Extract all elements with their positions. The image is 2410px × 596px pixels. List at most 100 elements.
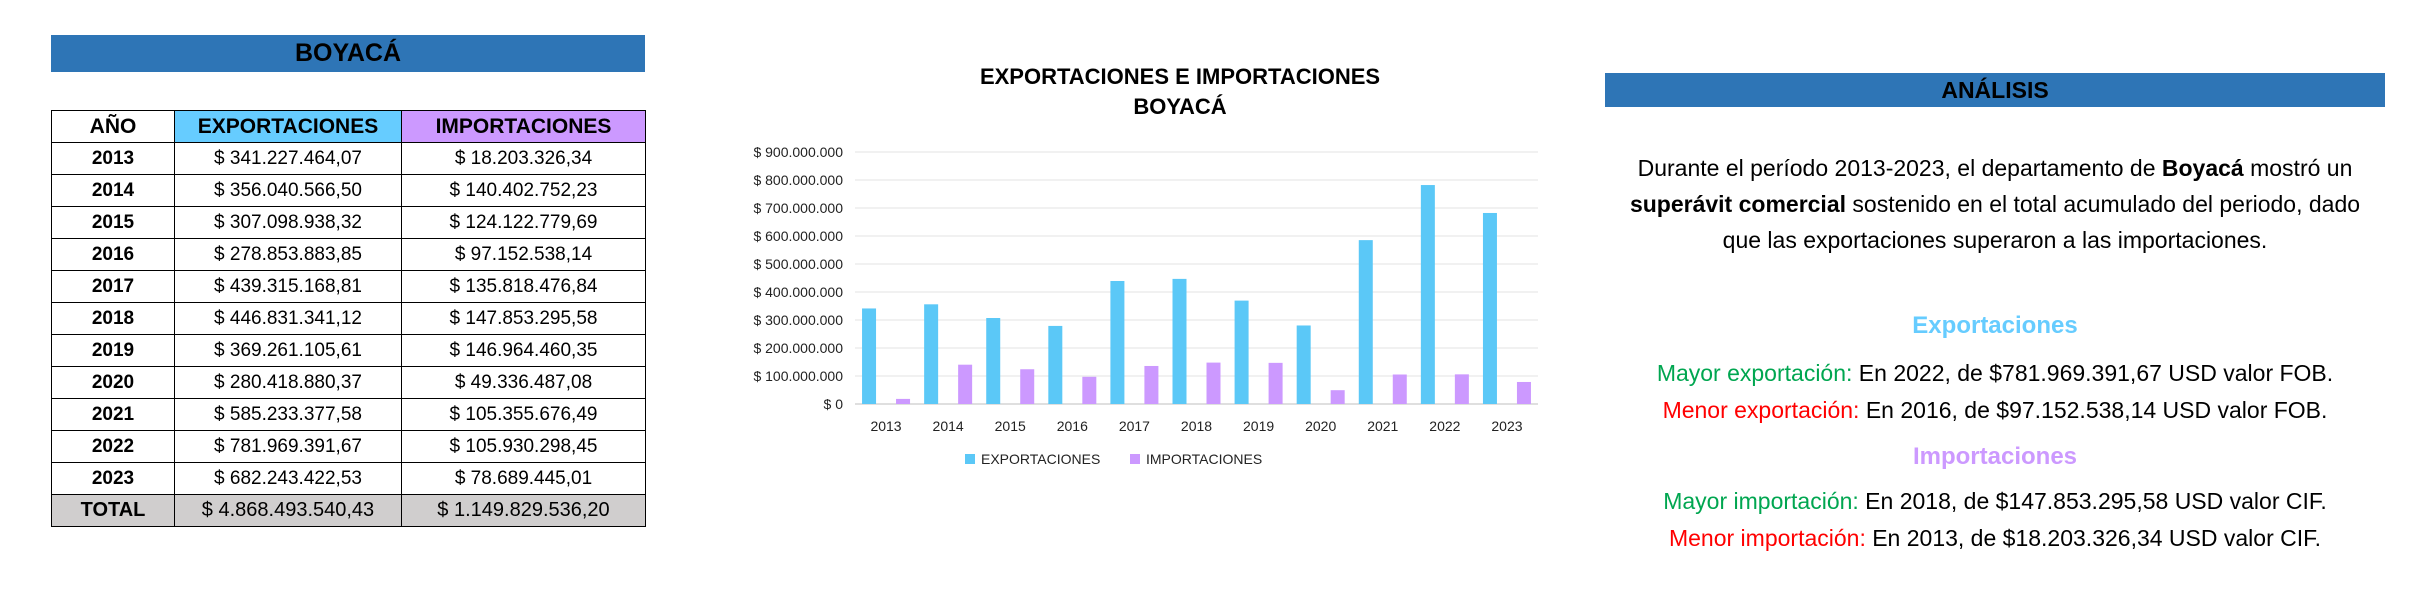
import-bar-2015 xyxy=(1020,369,1035,404)
total-row: TOTAL $ 4.868.493.540,43 $ 1.149.829.536,2… xyxy=(51,494,646,527)
department-banner: BOYACÁ xyxy=(51,35,645,72)
row-exports: $ 446.831.341,12 xyxy=(174,302,402,335)
x-tick-label: 2022 xyxy=(1429,418,1460,434)
row-imports: $ 97.152.538,14 xyxy=(401,238,646,271)
export-bar-2013 xyxy=(862,308,877,404)
export-bar-2020 xyxy=(1296,325,1311,404)
export-bar-2017 xyxy=(1110,280,1125,404)
row-imports: $ 105.930.298,45 xyxy=(401,430,646,463)
row-year: 2023 xyxy=(51,462,175,495)
import-bar-2020 xyxy=(1330,390,1345,404)
x-tick-label: 2021 xyxy=(1367,418,1398,434)
row-exports: $ 682.243.422,53 xyxy=(174,462,402,495)
row-imports: $ 147.853.295,58 xyxy=(401,302,646,335)
import-bar-2021 xyxy=(1392,374,1407,404)
y-tick-label: $ 100.000.000 xyxy=(753,368,843,384)
row-year: 2014 xyxy=(51,174,175,207)
row-exports: $ 369.261.105,61 xyxy=(174,334,402,367)
analysis-text-3: sostenido en el total acumulado del peri… xyxy=(1846,191,2361,217)
legend-label-importaciones: IMPORTACIONES xyxy=(1146,451,1262,467)
max-export-text: En 2022, de $781.969.391,67 USD valor FO… xyxy=(1852,360,2334,386)
y-tick-label: $ 200.000.000 xyxy=(753,340,843,356)
table-header-row: AÑO EXPORTACIONES IMPORTACIONES xyxy=(51,110,646,143)
row-imports: $ 18.203.326,34 xyxy=(401,142,646,175)
y-tick-label: $ 800.000.000 xyxy=(753,172,843,188)
table-row: 2014 $ 356.040.566,50 $ 140.402.752,23 xyxy=(51,174,646,207)
analysis-text-2: mostró un xyxy=(2243,155,2353,181)
total-exports: $ 4.868.493.540,43 xyxy=(174,494,402,527)
min-export-label: Menor exportación: xyxy=(1662,397,1860,423)
analysis-surplus: superávit comercial xyxy=(1629,191,1847,217)
trade-chart: EXPORTACIONES E IMPORTACIONES BOYACÁ $ 0… xyxy=(670,52,1570,562)
export-bar-2019 xyxy=(1234,300,1249,404)
analysis-department: Boyacá xyxy=(2161,155,2244,181)
table-row: 2018 $ 446.831.341,12 $ 147.853.295,58 xyxy=(51,302,646,335)
total-imports: $ 1.149.829.536,20 xyxy=(401,494,646,527)
table-row: 2013 $ 341.227.464,07 $ 18.203.326,34 xyxy=(51,142,646,175)
import-bar-2013 xyxy=(896,398,911,404)
row-imports: $ 105.355.676,49 xyxy=(401,398,646,431)
row-exports: $ 356.040.566,50 xyxy=(174,174,402,207)
x-tick-label: 2013 xyxy=(870,418,901,434)
header-exports: EXPORTACIONES xyxy=(174,110,402,143)
table-row: 2023 $ 682.243.422,53 $ 78.689.445,01 xyxy=(51,462,646,495)
y-tick-label: $ 0 xyxy=(824,396,844,412)
import-bar-2016 xyxy=(1082,376,1097,404)
export-bar-2016 xyxy=(1048,325,1063,404)
row-exports: $ 278.853.883,85 xyxy=(174,238,402,271)
row-year: 2013 xyxy=(51,142,175,175)
analysis-line-2: superávit comercial sostenido en el tota… xyxy=(1605,186,2385,222)
row-imports: $ 135.818.476,84 xyxy=(401,270,646,303)
x-tick-label: 2020 xyxy=(1305,418,1336,434)
row-year: 2015 xyxy=(51,206,175,239)
y-tick-label: $ 700.000.000 xyxy=(753,200,843,216)
row-imports: $ 124.122.779,69 xyxy=(401,206,646,239)
header-imports: IMPORTACIONES xyxy=(401,110,646,143)
analysis-line-1: Durante el período 2013-2023, el departa… xyxy=(1605,150,2385,186)
export-bar-2014 xyxy=(924,304,939,404)
row-year: 2016 xyxy=(51,238,175,271)
max-import-text: En 2018, de $147.853.295,58 USD valor CI… xyxy=(1858,488,2327,514)
imports-heading: Importaciones xyxy=(1912,443,2078,470)
x-tick-label: 2018 xyxy=(1181,418,1212,434)
row-exports: $ 781.969.391,67 xyxy=(174,430,402,463)
export-bar-2021 xyxy=(1358,240,1373,404)
max-export-label: Mayor exportación: xyxy=(1656,360,1853,386)
table-row: 2022 $ 781.969.391,67 $ 105.930.298,45 xyxy=(51,430,646,463)
legend-label-exportaciones: EXPORTACIONES xyxy=(981,451,1100,467)
row-exports: $ 341.227.464,07 xyxy=(174,142,402,175)
row-imports: $ 78.689.445,01 xyxy=(401,462,646,495)
row-year: 2019 xyxy=(51,334,175,367)
row-exports: $ 307.098.938,32 xyxy=(174,206,402,239)
table-row: 2015 $ 307.098.938,32 $ 124.122.779,69 xyxy=(51,206,646,239)
export-bar-2023 xyxy=(1482,212,1497,404)
row-imports: $ 140.402.752,23 xyxy=(401,174,646,207)
x-tick-label: 2019 xyxy=(1243,418,1274,434)
x-tick-label: 2023 xyxy=(1491,418,1522,434)
row-year: 2018 xyxy=(51,302,175,335)
min-export-line: Menor exportación: En 2016, de $97.152.5… xyxy=(1605,397,2385,424)
y-tick-label: $ 600.000.000 xyxy=(753,228,843,244)
y-tick-label: $ 300.000.000 xyxy=(753,312,843,328)
table-row: 2016 $ 278.853.883,85 $ 97.152.538,14 xyxy=(51,238,646,271)
min-import-label: Menor importación: xyxy=(1668,525,1866,551)
import-bar-2023 xyxy=(1516,381,1531,404)
import-bar-2014 xyxy=(958,364,973,404)
x-tick-label: 2016 xyxy=(1057,418,1088,434)
export-bar-2022 xyxy=(1420,185,1435,404)
legend-swatch-exportaciones xyxy=(965,454,975,464)
trade-table: AÑO EXPORTACIONES IMPORTACIONES 2013 $ 34… xyxy=(51,110,646,527)
min-import-text: En 2013, de $18.203.326,34 USD valor CIF… xyxy=(1865,525,2322,551)
x-tick-label: 2017 xyxy=(1119,418,1150,434)
min-import-line: Menor importación: En 2013, de $18.203.3… xyxy=(1605,525,2385,552)
import-bar-2019 xyxy=(1268,362,1283,404)
row-year: 2017 xyxy=(51,270,175,303)
max-export-line: Mayor exportación: En 2022, de $781.969.… xyxy=(1605,360,2385,387)
total-label: TOTAL xyxy=(51,494,175,527)
legend-swatch-importaciones xyxy=(1130,454,1140,464)
table-row: 2020 $ 280.418.880,37 $ 49.336.487,08 xyxy=(51,366,646,399)
row-year: 2021 xyxy=(51,398,175,431)
row-year: 2020 xyxy=(51,366,175,399)
table-row: 2019 $ 369.261.105,61 $ 146.964.460,35 xyxy=(51,334,646,367)
x-tick-label: 2014 xyxy=(933,418,964,434)
